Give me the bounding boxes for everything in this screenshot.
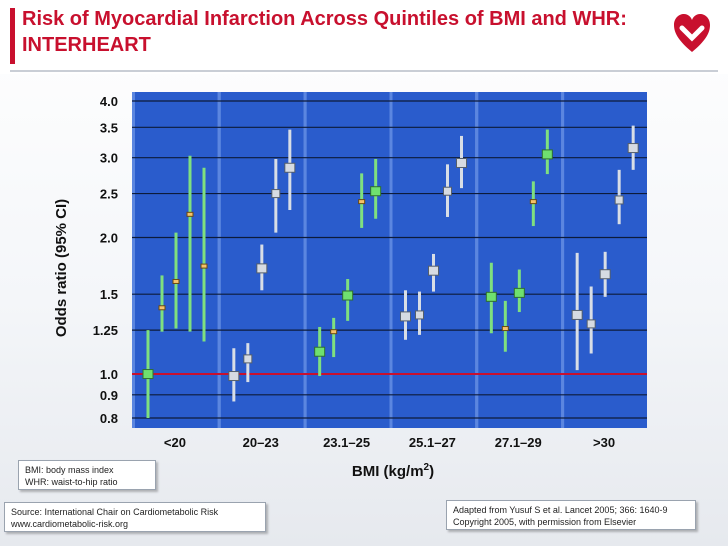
point-estimate-marker [200,263,208,269]
x-tick-label: 20–23 [243,435,279,450]
y-tick-label: 0.8 [100,411,118,426]
x-tick-label: 25.1–27 [409,435,456,450]
x-axis-label: BMI (kg/m2) [352,462,434,480]
reference-citation: Adapted from Yusuf S et al. Lancet 2005;… [453,505,668,515]
point-estimate-marker [330,329,338,335]
point-estimate-marker [443,186,452,196]
y-tick-label: 2.0 [100,231,118,246]
point-estimate-marker [284,162,296,173]
reference-note: Adapted from Yusuf S et al. Lancet 2005;… [446,500,696,530]
y-tick-label: 1.0 [100,367,118,382]
point-estimate-marker [428,265,439,276]
panel-divider [132,92,135,428]
point-estimate-marker [256,263,268,274]
x-tick-label: >30 [593,435,615,450]
point-estimate-marker [586,319,596,329]
point-estimate-marker [271,189,281,199]
y-tick-label: 2.5 [100,187,118,202]
point-estimate-marker [186,211,194,217]
point-estimate-marker [400,311,411,322]
point-estimate-marker [529,199,537,205]
point-estimate-marker [370,186,382,197]
panel-divider [217,92,221,428]
point-estimate-marker [342,290,354,301]
x-tick-label: 23.1–25 [323,435,370,450]
panel-divider [389,92,393,428]
source-note: Source: International Chair on Cardiomet… [4,502,266,532]
panel-divider [303,92,307,428]
point-estimate-marker [456,157,467,168]
source-line: Source: International Chair on Cardiomet… [11,507,219,517]
y-tick-label: 4.0 [100,94,118,109]
gridlines [132,100,647,419]
point-estimate-marker [485,291,497,302]
title-bar: Risk of Myocardial Infarction Across Qui… [0,0,728,74]
point-estimate-marker [358,199,366,205]
x-tick-label: 27.1–29 [495,435,542,450]
title-accent-bar [10,8,15,64]
point-estimate-marker [501,326,509,332]
y-tick-labels: 0.8 0.9 1.0 1.25 1.5 2.0 2.5 3.0 3.5 4.0 [93,94,118,426]
heart-logo-icon [674,14,710,52]
point-estimate-marker [571,309,583,320]
y-axis-label: Odds ratio (95% CI) [53,199,70,337]
point-estimate-marker [513,287,525,298]
point-estimate-marker [415,310,424,320]
source-url[interactable]: www.cardiometabolic-risk.org [11,519,129,529]
data-marks [142,125,639,418]
plot-area [132,92,647,428]
abbreviation-bmi: BMI: body mass index [25,465,114,475]
slide-title: Risk of Myocardial Infarction Across Qui… [22,8,627,56]
y-tick-label: 0.9 [100,388,118,403]
category-panel [303,92,390,428]
y-tick-label: 1.25 [93,323,118,338]
x-tick-label: <20 [164,435,186,450]
point-estimate-marker [599,269,611,280]
point-estimate-marker [614,195,624,205]
point-estimate-marker [314,346,326,357]
x-tick-labels: <20 20–23 23.1–25 25.1–27 27.1–29 >30 [164,435,615,450]
point-estimate-marker [142,369,154,380]
y-tick-label: 3.0 [100,151,118,166]
panel-divider [561,92,565,428]
panel-divider [475,92,479,428]
abbreviation-note: BMI: body mass index WHR: waist-to-hip r… [18,460,156,490]
abbreviation-whr: WHR: waist-to-hip ratio [25,477,118,487]
reference-copyright: Copyright 2005, with permission from Els… [453,517,637,527]
y-tick-label: 3.5 [100,120,118,135]
y-tick-label: 1.5 [100,287,118,302]
point-estimate-marker [243,354,253,364]
point-estimate-marker [172,278,180,284]
point-estimate-marker [158,305,166,311]
point-estimate-marker [541,149,553,160]
title-divider [10,70,718,72]
point-estimate-marker [228,371,240,382]
point-estimate-marker [627,143,639,154]
